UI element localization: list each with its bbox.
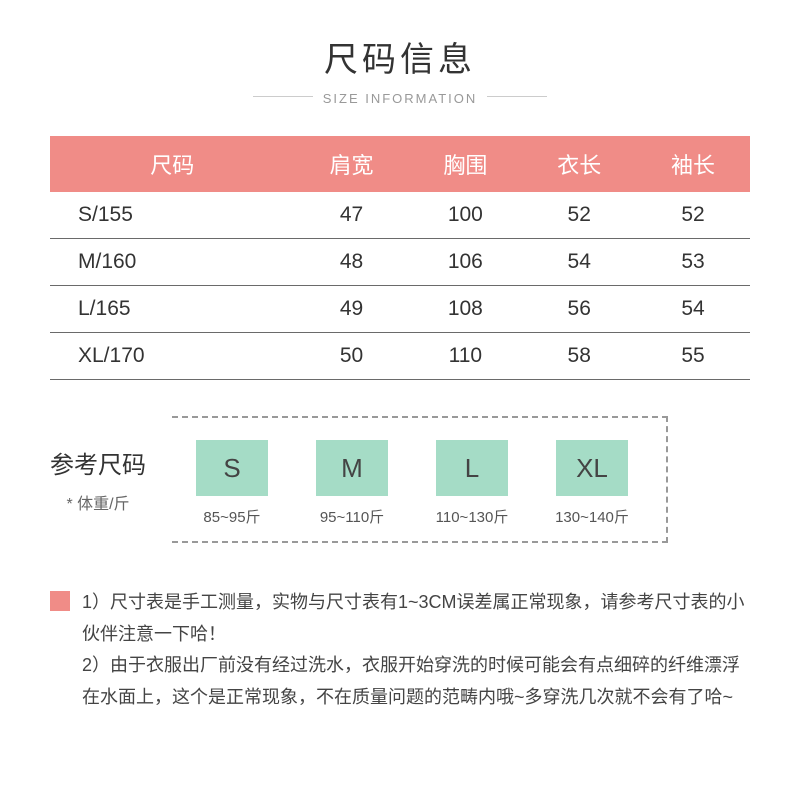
reference-subtitle: * 体重/斤 bbox=[50, 490, 146, 514]
note-marker-icon bbox=[50, 591, 70, 611]
note-line-1: 1）尺寸表是手工测量，实物与尺寸表有1~3CM误差属正常现象，请参考尺寸表的小伙… bbox=[82, 587, 750, 650]
reference-item: XL 130~140斤 bbox=[542, 440, 642, 527]
size-badge: S bbox=[196, 440, 268, 496]
cell: 47 bbox=[295, 192, 409, 239]
reference-boxes: S 85~95斤 M 95~110斤 L 110~130斤 XL 130~140… bbox=[172, 416, 668, 543]
col-length: 衣长 bbox=[522, 136, 636, 192]
reference-title: 参考尺码 bbox=[50, 445, 146, 480]
size-badge: XL bbox=[556, 440, 628, 496]
cell: 52 bbox=[522, 192, 636, 239]
cell: 49 bbox=[295, 286, 409, 333]
cell: M/160 bbox=[50, 239, 295, 286]
cell: 55 bbox=[636, 333, 750, 380]
size-table: 尺码 肩宽 胸围 衣长 袖长 S/155 47 100 52 52 M/160 … bbox=[50, 136, 750, 380]
weight-range: 130~140斤 bbox=[542, 506, 642, 527]
note-text: 1）尺寸表是手工测量，实物与尺寸表有1~3CM误差属正常现象，请参考尺寸表的小伙… bbox=[82, 587, 750, 713]
cell: 54 bbox=[522, 239, 636, 286]
cell: S/155 bbox=[50, 192, 295, 239]
subtitle-row: SIZE INFORMATION bbox=[0, 87, 800, 106]
col-size: 尺码 bbox=[50, 136, 295, 192]
table-row: L/165 49 108 56 54 bbox=[50, 286, 750, 333]
table-row: S/155 47 100 52 52 bbox=[50, 192, 750, 239]
reference-item: M 95~110斤 bbox=[302, 440, 402, 527]
col-shoulder: 肩宽 bbox=[295, 136, 409, 192]
weight-range: 85~95斤 bbox=[182, 506, 282, 527]
cell: 100 bbox=[408, 192, 522, 239]
cell: 54 bbox=[636, 286, 750, 333]
header: 尺码信息 SIZE INFORMATION bbox=[0, 0, 800, 106]
reference-item: S 85~95斤 bbox=[182, 440, 282, 527]
reference-section: 参考尺码 * 体重/斤 S 85~95斤 M 95~110斤 L 110~130… bbox=[50, 416, 750, 543]
table-row: M/160 48 106 54 53 bbox=[50, 239, 750, 286]
cell: 52 bbox=[636, 192, 750, 239]
reference-label-block: 参考尺码 * 体重/斤 bbox=[50, 445, 146, 514]
cell: 56 bbox=[522, 286, 636, 333]
cell: 110 bbox=[408, 333, 522, 380]
divider-left bbox=[253, 96, 313, 97]
table-row: XL/170 50 110 58 55 bbox=[50, 333, 750, 380]
reference-item: L 110~130斤 bbox=[422, 440, 522, 527]
page-title: 尺码信息 bbox=[0, 32, 800, 81]
weight-range: 95~110斤 bbox=[302, 506, 402, 527]
note-line-2: 2）由于衣服出厂前没有经过洗水，衣服开始穿洗的时候可能会有点细碎的纤维漂浮在水面… bbox=[82, 650, 750, 713]
size-badge: L bbox=[436, 440, 508, 496]
col-bust: 胸围 bbox=[408, 136, 522, 192]
size-badge: M bbox=[316, 440, 388, 496]
table-header-row: 尺码 肩宽 胸围 衣长 袖长 bbox=[50, 136, 750, 192]
notes-section: 1）尺寸表是手工测量，实物与尺寸表有1~3CM误差属正常现象，请参考尺寸表的小伙… bbox=[50, 587, 750, 713]
cell: 106 bbox=[408, 239, 522, 286]
cell: L/165 bbox=[50, 286, 295, 333]
cell: 108 bbox=[408, 286, 522, 333]
page-subtitle: SIZE INFORMATION bbox=[323, 91, 478, 106]
divider-right bbox=[487, 96, 547, 97]
cell: XL/170 bbox=[50, 333, 295, 380]
cell: 53 bbox=[636, 239, 750, 286]
cell: 58 bbox=[522, 333, 636, 380]
weight-range: 110~130斤 bbox=[422, 506, 522, 527]
cell: 50 bbox=[295, 333, 409, 380]
col-sleeve: 袖长 bbox=[636, 136, 750, 192]
cell: 48 bbox=[295, 239, 409, 286]
